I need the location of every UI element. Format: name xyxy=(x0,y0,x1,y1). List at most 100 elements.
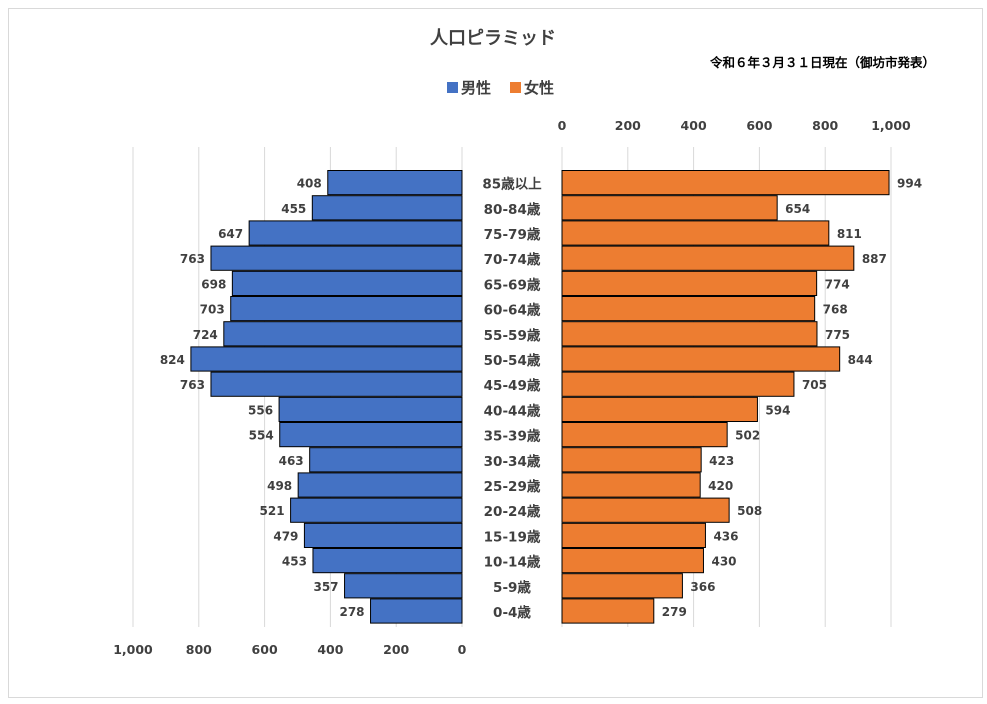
male-axis-tick: 400 xyxy=(317,642,343,657)
female-bar xyxy=(561,522,706,548)
male-bar xyxy=(309,447,463,473)
female-bar xyxy=(561,296,816,322)
female-axis-tick: 1,000 xyxy=(871,118,911,133)
male-data-label: 453 xyxy=(282,555,307,569)
age-category-label: 70-74歳 xyxy=(484,251,541,268)
female-bar xyxy=(561,447,702,473)
male-axis-tick: 1,000 xyxy=(113,642,153,657)
age-category-label: 0-4歳 xyxy=(493,604,531,621)
male-bar xyxy=(303,522,463,548)
female-data-label: 775 xyxy=(825,328,850,342)
age-category-label: 60-64歳 xyxy=(484,302,541,319)
female-bar xyxy=(561,396,758,422)
female-bar xyxy=(561,548,704,574)
female-bar xyxy=(561,573,683,599)
female-data-label: 508 xyxy=(737,504,762,518)
age-category-label: 50-54歳 xyxy=(484,352,541,369)
male-bar xyxy=(190,346,463,372)
age-category-label: 45-49歳 xyxy=(484,377,541,394)
age-category-label: 75-79歳 xyxy=(484,226,541,243)
female-data-label: 887 xyxy=(862,252,887,266)
age-category-label: 40-44歳 xyxy=(484,402,541,419)
female-bar xyxy=(561,170,890,196)
female-bar xyxy=(561,497,730,523)
male-bar xyxy=(210,245,463,271)
male-data-label: 763 xyxy=(180,252,205,266)
female-data-label: 994 xyxy=(897,177,922,191)
chart-title: 人口ピラミッド xyxy=(430,28,556,49)
male-bar xyxy=(344,573,463,599)
male-data-label: 554 xyxy=(249,429,274,443)
female-axis-tick: 200 xyxy=(615,118,641,133)
male-bar xyxy=(279,422,463,448)
female-bar xyxy=(561,270,818,296)
female-data-label: 279 xyxy=(662,605,687,619)
female-bar xyxy=(561,371,795,397)
age-category-label: 15-19歳 xyxy=(484,528,541,545)
female-axis-tick: 600 xyxy=(746,118,772,133)
female-data-label: 502 xyxy=(735,429,760,443)
chart-subtitle: 令和６年３月３１日現在（御坊市発表） xyxy=(709,55,935,70)
female-bar xyxy=(561,245,855,271)
male-data-label: 763 xyxy=(180,378,205,392)
male-bar xyxy=(327,170,463,196)
male-bar xyxy=(278,396,463,422)
female-data-label: 844 xyxy=(848,353,873,367)
male-data-label: 357 xyxy=(313,580,338,594)
age-category-label: 30-34歳 xyxy=(484,453,541,470)
male-bar xyxy=(230,296,463,322)
female-axis-tick: 400 xyxy=(681,118,707,133)
age-category-label: 65-69歳 xyxy=(484,276,541,293)
male-bar xyxy=(231,270,463,296)
female-data-label: 423 xyxy=(709,454,734,468)
age-category-label: 10-14歳 xyxy=(484,554,541,571)
female-data-label: 811 xyxy=(837,227,862,241)
legend-swatch-male xyxy=(447,82,458,93)
age-category-label: 5-9歳 xyxy=(493,579,531,596)
male-bar xyxy=(370,598,463,624)
legend-label-female: 女性 xyxy=(524,79,554,97)
female-bar xyxy=(561,195,778,221)
male-axis-tick: 200 xyxy=(383,642,409,657)
male-data-label: 463 xyxy=(279,454,304,468)
age-category-label: 25-29歳 xyxy=(484,478,541,495)
male-data-label: 521 xyxy=(260,504,285,518)
male-data-label: 479 xyxy=(273,529,298,543)
male-axis-tick: 600 xyxy=(252,642,278,657)
male-data-label: 408 xyxy=(297,177,322,191)
male-bar xyxy=(290,497,463,523)
male-axis-tick: 800 xyxy=(186,642,212,657)
female-axis-tick: 0 xyxy=(558,118,567,133)
female-bar xyxy=(561,598,655,624)
male-data-label: 647 xyxy=(218,227,243,241)
female-data-label: 430 xyxy=(711,555,736,569)
female-data-label: 366 xyxy=(690,580,715,594)
male-data-label: 724 xyxy=(193,328,218,342)
male-data-label: 455 xyxy=(281,202,306,216)
female-data-label: 436 xyxy=(713,529,738,543)
male-bar xyxy=(297,472,463,498)
legend-swatch-female xyxy=(510,82,521,93)
female-data-label: 420 xyxy=(708,479,733,493)
age-category-label: 55-59歳 xyxy=(484,327,541,344)
male-bar xyxy=(248,220,463,246)
male-bar xyxy=(210,371,463,397)
bars xyxy=(190,170,890,624)
male-data-label: 824 xyxy=(160,353,185,367)
age-category-label: 35-39歳 xyxy=(484,428,541,445)
female-data-label: 654 xyxy=(785,202,810,216)
male-bar xyxy=(312,548,463,574)
male-data-label: 498 xyxy=(267,479,292,493)
female-data-label: 705 xyxy=(802,378,827,392)
male-data-label: 703 xyxy=(200,303,225,317)
legend-label-male: 男性 xyxy=(461,79,491,97)
legend: 男性 女性 xyxy=(447,79,554,97)
male-data-label: 698 xyxy=(201,277,226,291)
age-category-label: 20-24歳 xyxy=(484,503,541,520)
female-data-label: 774 xyxy=(825,277,850,291)
age-category-label: 85歳以上 xyxy=(482,176,542,193)
labels: 1,000 800 600 400 200 0 0 200 400 600 800 1,000 408 9… xyxy=(113,118,922,657)
female-bar xyxy=(561,472,701,498)
male-bar xyxy=(223,321,463,347)
